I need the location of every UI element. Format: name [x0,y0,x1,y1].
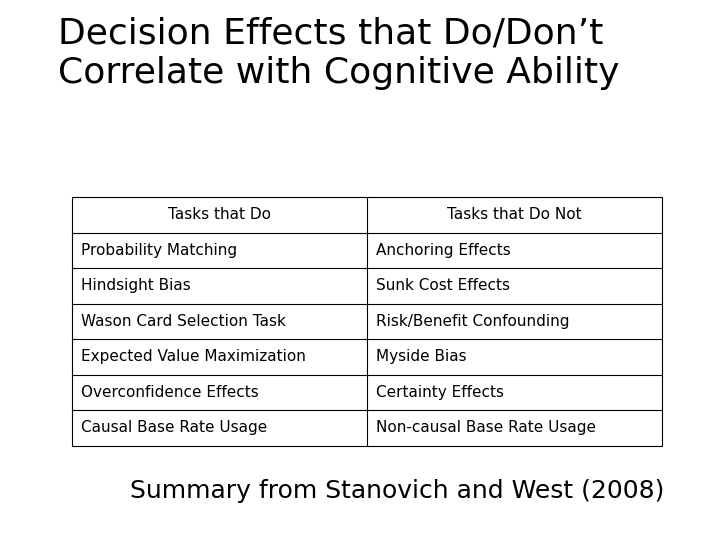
Text: Causal Base Rate Usage: Causal Base Rate Usage [81,420,267,435]
Text: Tasks that Do: Tasks that Do [168,207,271,222]
Text: Probability Matching: Probability Matching [81,243,237,258]
Text: Sunk Cost Effects: Sunk Cost Effects [376,278,510,293]
Text: Hindsight Bias: Hindsight Bias [81,278,190,293]
Text: Non-causal Base Rate Usage: Non-causal Base Rate Usage [376,420,596,435]
Text: Overconfidence Effects: Overconfidence Effects [81,385,258,400]
Text: Myside Bias: Myside Bias [376,349,467,364]
Text: Certainty Effects: Certainty Effects [376,385,504,400]
Text: Summary from Stanovich and West (2008): Summary from Stanovich and West (2008) [130,480,664,503]
Text: Wason Card Selection Task: Wason Card Selection Task [81,314,286,329]
Text: Anchoring Effects: Anchoring Effects [376,243,510,258]
Bar [72,197,662,446]
Text: Decision Effects that Do/Don’t
Correlate with Cognitive Ability: Decision Effects that Do/Don’t Correlate… [58,16,619,90]
Text: Expected Value Maximization: Expected Value Maximization [81,349,305,364]
Text: Risk/Benefit Confounding: Risk/Benefit Confounding [376,314,570,329]
Text: Tasks that Do Not: Tasks that Do Not [448,207,582,222]
